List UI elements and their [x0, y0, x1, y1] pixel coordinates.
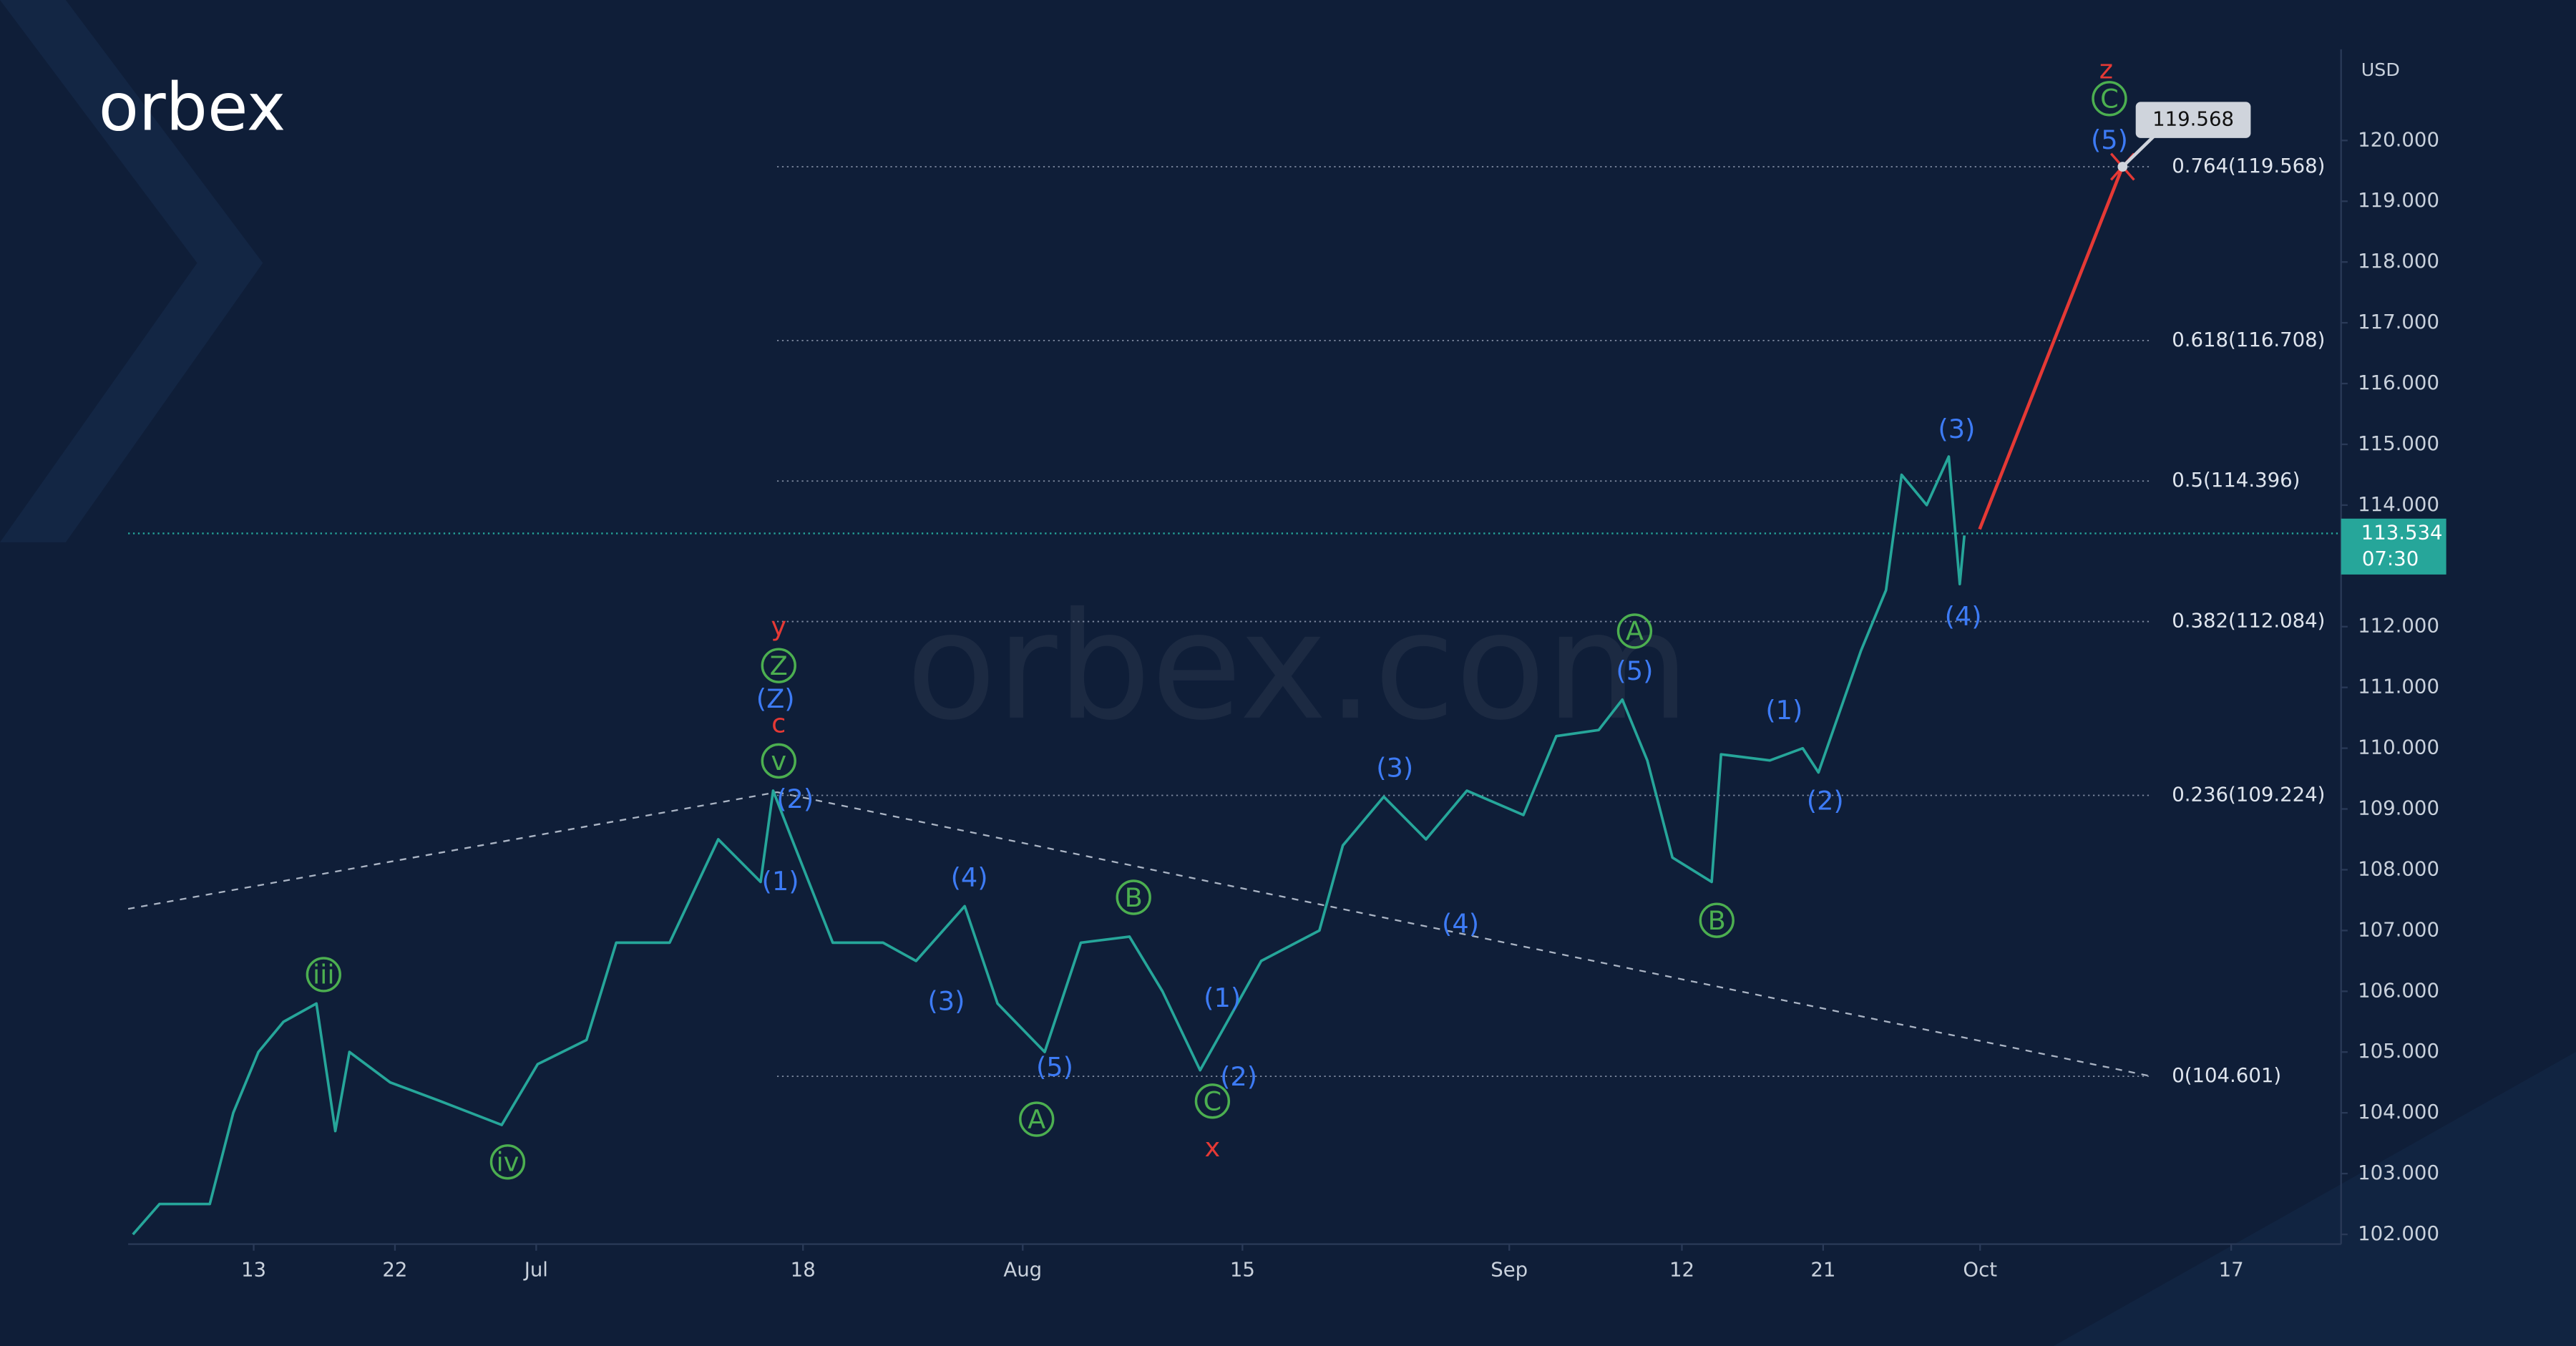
wave-label: C — [2100, 84, 2119, 114]
y-tick-label: 120.000 — [2358, 128, 2439, 151]
decor — [2053, 1051, 2576, 1346]
callout-label: 119.568 — [2152, 108, 2234, 131]
logo: orbex — [99, 69, 286, 146]
wave-label: iii — [313, 960, 335, 990]
wave-label: (5) — [1036, 1051, 1073, 1082]
wave-label: (3) — [1376, 752, 1413, 783]
price-line — [132, 455, 1966, 1236]
y-tick-label: 110.000 — [2358, 736, 2439, 759]
wave-label: iv — [496, 1147, 519, 1178]
y-tick-label: 106.000 — [2358, 979, 2439, 1002]
fib-label: 0.764(119.568) — [2172, 155, 2325, 177]
y-tick-label: 109.000 — [2358, 797, 2439, 820]
y-tick-label: 104.000 — [2358, 1101, 2439, 1123]
last-price-box — [2341, 518, 2446, 575]
y-tick-label: 112.000 — [2358, 615, 2439, 638]
y-tick-label: 105.000 — [2358, 1040, 2439, 1063]
y-tick-label: 114.000 — [2358, 493, 2439, 516]
wave-label: (4) — [1442, 909, 1479, 940]
wave-label: (1) — [762, 866, 799, 897]
wave-label: (Z) — [756, 683, 795, 714]
y-tick-label: 118.000 — [2358, 250, 2439, 273]
x-tick-label: 22 — [382, 1258, 407, 1281]
wave-label: B — [1125, 882, 1143, 913]
wave-label: x — [1205, 1132, 1221, 1163]
wave-label: (3) — [1938, 414, 1975, 444]
wave-label: (5) — [1616, 655, 1653, 686]
y-tick-label: 119.000 — [2358, 189, 2439, 212]
wave-circle — [1019, 1101, 1055, 1137]
wave-circle — [1116, 879, 1151, 915]
fib-label: 0.236(109.224) — [2172, 783, 2325, 806]
wave-label: v — [771, 746, 786, 776]
y-tick-label: 108.000 — [2358, 857, 2439, 880]
wave-label: Z — [770, 650, 788, 681]
wave-label: A — [1028, 1104, 1045, 1135]
wave-label: z — [2099, 54, 2113, 84]
wave-circle — [306, 957, 341, 993]
wave-circle — [489, 1144, 526, 1180]
callout-leader — [2121, 133, 2157, 168]
wave-circle — [761, 648, 796, 683]
x-tick-label: 21 — [1810, 1258, 1835, 1281]
y-tick-label: 111.000 — [2358, 676, 2439, 698]
x-tick-label: 18 — [791, 1258, 816, 1281]
wave-label: (4) — [1945, 601, 1982, 632]
trendline — [127, 791, 778, 910]
wave-label: (5) — [2091, 125, 2128, 155]
currency: USD — [2361, 59, 2400, 80]
trendline — [776, 791, 2152, 1078]
wave-circle — [1699, 902, 1735, 938]
callout-box — [2135, 102, 2251, 138]
y-tick-label: 107.000 — [2358, 918, 2439, 941]
wave-label: C — [1204, 1086, 1222, 1117]
wave-label: (4) — [951, 862, 988, 893]
wave-circle — [1194, 1083, 1231, 1119]
wave-label: (1) — [1204, 982, 1241, 1013]
x-tick-label: Jul — [523, 1258, 548, 1281]
x-tick-label: Oct — [1963, 1258, 1997, 1281]
watermark: orbex.com — [906, 580, 1689, 753]
wave-label: (2) — [1220, 1061, 1257, 1092]
y-tick-label: 116.000 — [2358, 371, 2439, 394]
wave-circle — [1616, 613, 1653, 649]
fib-label: 0.5(114.396) — [2172, 469, 2300, 492]
last-price-label: 113.534 — [2361, 521, 2443, 544]
wave-label: (1) — [1765, 695, 1802, 726]
decor — [0, 0, 263, 542]
x-tick-label: 13 — [241, 1258, 266, 1281]
y-tick-label: 103.000 — [2358, 1161, 2439, 1184]
x-tick-label: Aug — [1003, 1258, 1042, 1281]
wave-circle — [761, 743, 796, 779]
wave-label: (2) — [776, 784, 814, 814]
y-tick-label: 117.000 — [2358, 311, 2439, 333]
x-tick-label: Sep — [1491, 1258, 1528, 1281]
fib-label: 0(104.601) — [2172, 1064, 2281, 1087]
wave-label: c — [771, 708, 786, 738]
wave-label: B — [1708, 905, 1726, 936]
wave-label: A — [1626, 616, 1644, 647]
fib-label: 0.618(116.708) — [2172, 328, 2325, 351]
x-tick-label: 17 — [2219, 1258, 2244, 1281]
y-tick-label: 102.000 — [2358, 1222, 2439, 1245]
x-tick-label: 12 — [1669, 1258, 1694, 1281]
forecast-arrow — [1978, 166, 2124, 530]
wave-label: (3) — [927, 985, 965, 1016]
countdown: 07:30 — [2362, 547, 2419, 570]
y-tick-label: 115.000 — [2358, 432, 2439, 455]
x-tick-label: 15 — [1230, 1258, 1255, 1281]
fib-label: 0.382(112.084) — [2172, 610, 2325, 633]
wave-circle — [2092, 81, 2127, 117]
wave-label: (2) — [1807, 785, 1844, 816]
wave-label: y — [771, 611, 786, 642]
